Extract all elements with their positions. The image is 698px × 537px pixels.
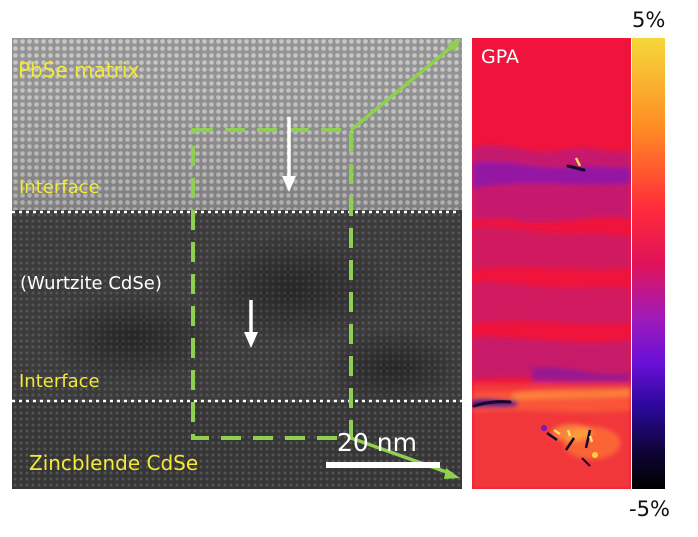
zincblende-label: Zincblende CdSe: [29, 451, 199, 475]
colorbar-min-label: -5%: [629, 497, 670, 521]
zincblende-region: [12, 400, 462, 489]
gpa-strain-map: GPA: [472, 38, 631, 489]
connector-arrowhead-bottom: [444, 468, 460, 479]
down-arrow-top: [282, 117, 296, 192]
region-of-interest-box: [191, 128, 353, 440]
tem-micrograph: [12, 38, 462, 489]
tem-image: [12, 38, 462, 489]
interface-label-top: Interface: [19, 177, 100, 198]
connector-line-top: [349, 42, 457, 132]
colorbar: [632, 38, 665, 489]
colorbar-gradient: [632, 38, 665, 489]
wurtzite-label: (Wurtzite CdSe): [20, 273, 162, 294]
scale-bar: [326, 462, 440, 468]
gpa-title: GPA: [481, 46, 519, 68]
gpa-map-image: [472, 38, 631, 489]
colorbar-max-label: 5%: [632, 8, 666, 32]
down-arrow-middle: [244, 300, 258, 348]
interface-label-bottom: Interface: [19, 371, 100, 392]
connector-arrowhead-top: [447, 38, 461, 52]
pbse-matrix-label: PbSe matrix: [18, 58, 140, 82]
scale-bar-label: 20 nm: [337, 428, 417, 457]
